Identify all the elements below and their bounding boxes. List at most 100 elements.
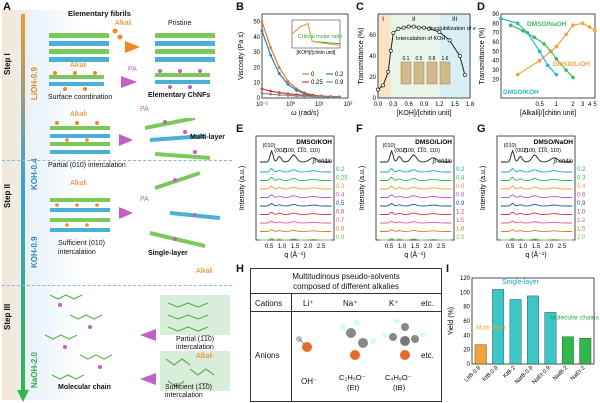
alkali-table: Multitudinous pseudo-solvents composed o…: [250, 268, 442, 402]
label-pa-2: PA: [140, 106, 149, 113]
data-point: [542, 42, 546, 46]
data-point: [437, 29, 442, 34]
step-arrow: [17, 14, 29, 402]
anion-etc: etc.: [421, 351, 434, 360]
label-alkali-6: Alkali: [196, 353, 213, 360]
fibril-bundles-illustration: [49, 28, 215, 91]
data-point: [427, 26, 432, 31]
peak-label: (010): [504, 143, 517, 149]
series-label: 0.9: [336, 235, 345, 241]
legend-label: 0.2: [335, 72, 344, 78]
plot-frame: [500, 13, 596, 99]
series-label: 0.6: [456, 184, 465, 190]
data-point: [401, 25, 406, 30]
peak-label: (002): [394, 148, 407, 154]
data-point: [416, 25, 421, 30]
data-point: [391, 30, 396, 35]
saxs-naoh-chart: DMSO/NaOH β-chitin (010)(002)(100, 1̅1̅0, …: [480, 135, 586, 259]
legend-koh: DMSO/KOH: [503, 89, 539, 96]
series-curve: [500, 237, 573, 241]
series-curve: [500, 194, 573, 198]
x-tick-label: 1.0: [398, 244, 407, 250]
x-tick-label: 10¹: [315, 102, 324, 108]
label-partial-010: Partial (010) intercalation: [48, 162, 126, 169]
data-point: [422, 25, 426, 30]
series-curve: [379, 229, 452, 232]
data-point: [260, 92, 264, 95]
y-axis-label: Transmittance (%): [358, 28, 365, 85]
label-pa-1: PA: [128, 66, 137, 73]
group-molecular: Molecular chains: [550, 315, 599, 322]
x-tick-label: 4: [588, 102, 592, 108]
data-point: [571, 23, 575, 28]
plot-frame: [377, 13, 471, 99]
data-point: [587, 25, 592, 29]
plot-frame: [496, 135, 576, 241]
y-tick-label: 0: [467, 362, 471, 368]
x-axis-label: q (Å⁻¹): [404, 250, 425, 259]
anions-header: Anions: [255, 351, 280, 360]
y-tick-label: 120: [460, 276, 471, 282]
data-point: [396, 26, 401, 31]
x-tick-label: 2.0: [304, 244, 313, 250]
x-tick-label: 0.5: [536, 102, 545, 108]
series-curve: [500, 229, 573, 232]
reference-curve: [379, 149, 452, 163]
reagent-lioh: LiOH-0.9: [30, 67, 39, 100]
x-tick-label: 1.0: [278, 244, 287, 250]
series-label: 1.2: [456, 210, 465, 216]
data-point: [311, 95, 315, 98]
data-point: [515, 72, 520, 77]
legend-naoh: DMSO/NaOH: [527, 21, 567, 28]
data-point: [302, 94, 306, 98]
label-elementary-chnfs: Elementary ChNFs: [148, 92, 211, 99]
x-tick-label: 2: [571, 102, 575, 108]
label-alkali-5: Alkali: [196, 268, 213, 275]
cation-k: K⁺: [389, 299, 399, 308]
x-tick-label: 0.5: [385, 244, 394, 250]
label-surface-coordination: Surface coordination: [48, 94, 113, 101]
series-curve: [500, 176, 573, 181]
series-label: 2.0: [456, 235, 465, 241]
series-curve: [500, 185, 573, 190]
data-point: [554, 44, 559, 49]
label-sufficient-110-1: Sufficient (1̅1̅0): [165, 384, 212, 391]
y-tick-label: 60: [463, 319, 470, 325]
series-curve: [379, 185, 452, 190]
panel-c-letter: C: [356, 1, 364, 13]
y-tick-label: 70: [492, 31, 499, 37]
x-tick-label: 1.0: [519, 244, 528, 250]
series-curve: [259, 237, 332, 241]
anion-tb-tag: (tB): [393, 383, 406, 392]
x-tick-label: NaEt-0.9: [531, 365, 551, 385]
bar-LitB-0.9: [474, 344, 487, 365]
peak-label: (010): [263, 143, 276, 149]
bar-KtB-2: [509, 299, 522, 365]
data-point: [537, 49, 542, 54]
series-line-0.9: [261, 92, 340, 98]
data-point: [295, 94, 298, 98]
y-tick-label: 50: [253, 20, 260, 26]
y-tick-label: 80: [492, 21, 499, 27]
peak-label: (010): [383, 143, 396, 149]
y-tick-label: 20: [369, 75, 376, 81]
panel-i-letter: I: [446, 263, 450, 275]
x-tick-label: 1.2: [435, 102, 444, 108]
legend-label: 0.9: [335, 80, 344, 86]
panel-b-letter: B: [236, 1, 244, 13]
bar-NatB-0.9: [527, 295, 539, 365]
data-point: [593, 29, 597, 33]
label-sufficient-110-2: intercalation: [165, 392, 203, 399]
series-label: 0.8: [456, 193, 465, 199]
molecular-chain-illustration: [44, 294, 230, 391]
data-point: [295, 88, 298, 92]
data-point: [411, 24, 416, 29]
series-line: [510, 24, 574, 78]
x-tick-label: 1.5: [532, 244, 541, 250]
vial-label: 0.5: [416, 56, 423, 62]
step-divider-2: [2, 285, 232, 286]
x-tick-label: 10⁰: [286, 101, 296, 108]
legend-lioh: DMSO/LiOH: [553, 61, 590, 68]
vial-label: 1.6: [442, 56, 449, 62]
